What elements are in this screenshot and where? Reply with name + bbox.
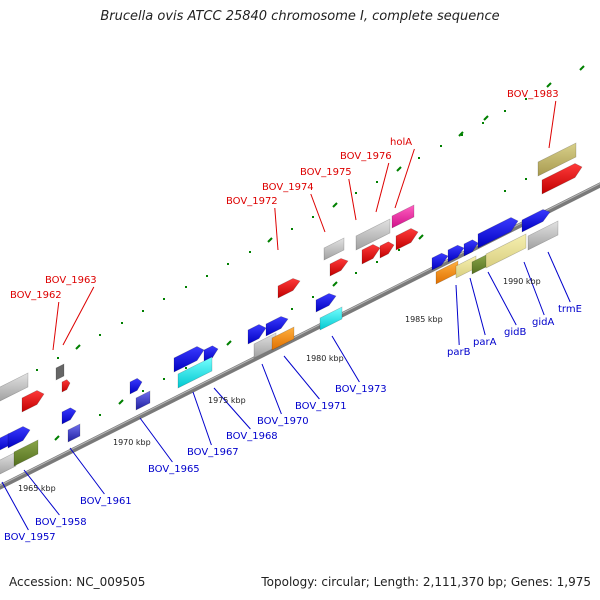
bottom-gene-25: [521, 209, 551, 233]
leader-line: [375, 162, 390, 213]
scale-label-1975: 1975 kbp: [208, 396, 246, 405]
top-gene-6: [329, 258, 349, 277]
gene-label-hola: holA: [390, 137, 412, 148]
top-gene-7: [355, 218, 391, 251]
gene-label-bov-1962: BOV_1962: [10, 290, 62, 301]
bottom-gene-12: [265, 316, 289, 337]
leader-line: [283, 355, 320, 400]
page-title: Brucella ovis ATCC 25840 chromosome I, c…: [100, 9, 500, 24]
gene-label-bov-1983: BOV_1983: [507, 89, 559, 100]
top-gene-9: [379, 241, 395, 259]
gene-label-bov-1968: BOV_1968: [226, 431, 278, 442]
bottom-gene-15: [315, 293, 337, 313]
bottom-gene-16: [319, 306, 343, 331]
scale-label-1980: 1980 kbp: [306, 354, 344, 363]
gene-label-bov-1973: BOV_1973: [335, 384, 387, 395]
bottom-gene-7: [135, 390, 151, 411]
scale-label-1985: 1985 kbp: [405, 315, 443, 324]
features-bottom-strand: [0, 209, 559, 475]
gene-label-bov-1958: BOV_1958: [35, 517, 87, 528]
bottom-gene-11: [247, 324, 267, 345]
gene-label-bov-1975: BOV_1975: [300, 167, 352, 178]
top-gene-0: [0, 372, 29, 402]
bottom-gene-1: [7, 426, 31, 449]
bottom-gene-2: [0, 451, 17, 475]
leader-line: [348, 178, 357, 221]
gene-label-bov-1961: BOV_1961: [80, 496, 132, 507]
bottom-gene-26: [527, 220, 559, 251]
bottom-gene-9: [203, 345, 219, 363]
bottom-gene-3: [13, 439, 39, 467]
bottom-gene-6: [129, 378, 143, 395]
leader-line: [69, 447, 105, 495]
leader-line: [547, 251, 571, 303]
gene-label-bov-1957: BOV_1957: [4, 532, 56, 543]
bottom-gene-14: [271, 326, 295, 351]
leader-line: [394, 148, 415, 209]
dotted-ticks-top: [15, 98, 527, 382]
gene-label-parb: parB: [447, 347, 471, 358]
kbp-scale-labels: 1965 kbp 1970 kbp 1975 kbp 1980 kbp 1985 kbp…: [18, 277, 541, 493]
leader-line: [192, 391, 212, 446]
bottom-gene-5: [67, 423, 81, 443]
top-gene-13: [541, 163, 583, 195]
leader-line: [523, 261, 545, 316]
gene-labels: BOV_1962 BOV_1963 BOV_1972 BOV_1974 BOV_1975…: [4, 89, 582, 543]
bottom-gene-4: [61, 407, 77, 425]
leader-line: [455, 284, 460, 346]
top-gene-4: [277, 278, 301, 299]
scale-label-1990: 1990 kbp: [503, 277, 541, 286]
label-leader-lines: [1, 100, 571, 531]
gene-label-bov-1963: BOV_1963: [45, 275, 97, 286]
leader-line: [310, 193, 326, 233]
leader-line: [52, 301, 60, 351]
top-gene-11: [395, 228, 419, 251]
top-gene-8: [361, 244, 381, 265]
bottom-gene-10: [177, 356, 213, 389]
leader-line: [23, 469, 60, 516]
sequence-summary: Topology: circular; Length: 2,111,370 bp…: [261, 575, 591, 589]
bottom-gene-20: [477, 217, 519, 249]
gene-label-bov-1965: BOV_1965: [148, 464, 200, 475]
top-gene-2: [55, 363, 65, 381]
top-gene-1: [21, 390, 45, 413]
leader-line: [139, 417, 173, 463]
gene-label-bov-1976: BOV_1976: [340, 151, 392, 162]
gene-label-bov-1971: BOV_1971: [295, 401, 347, 412]
top-gene-3: [61, 379, 71, 393]
scale-label-1965: 1965 kbp: [18, 484, 56, 493]
bottom-gene-8: [173, 346, 205, 373]
gene-label-trme: trmE: [558, 304, 582, 315]
bottom-gene-24: [485, 233, 527, 269]
gene-label-gidb: gidB: [504, 327, 526, 338]
leader-line: [213, 387, 251, 430]
gene-label-gida: gidA: [532, 317, 554, 328]
leader-line: [62, 286, 95, 346]
leader-line: [331, 335, 360, 383]
leader-line: [469, 277, 486, 336]
gene-label-bov-1970: BOV_1970: [257, 416, 309, 427]
features-top-strand: [0, 142, 583, 413]
top-gene-12: [537, 142, 577, 177]
top-gene-10: [391, 204, 415, 229]
leader-line: [274, 207, 279, 251]
bottom-gene-19: [463, 239, 479, 257]
leader-line: [548, 100, 557, 149]
major-ticks-top: [75, 65, 585, 350]
top-gene-5: [323, 237, 345, 261]
leader-line: [487, 271, 517, 326]
gene-label-para: parA: [473, 337, 497, 348]
accession-text: Accession: NC_009505: [9, 575, 146, 589]
bottom-gene-18: [447, 244, 465, 263]
bottom-gene-17: [431, 252, 449, 271]
leader-line: [1, 481, 29, 531]
gene-label-bov-1967: BOV_1967: [187, 447, 239, 458]
leader-line: [261, 363, 282, 415]
gene-label-bov-1972: BOV_1972: [226, 196, 278, 207]
gene-label-bov-1974: BOV_1974: [262, 182, 314, 193]
scale-label-1970: 1970 kbp: [113, 438, 151, 447]
